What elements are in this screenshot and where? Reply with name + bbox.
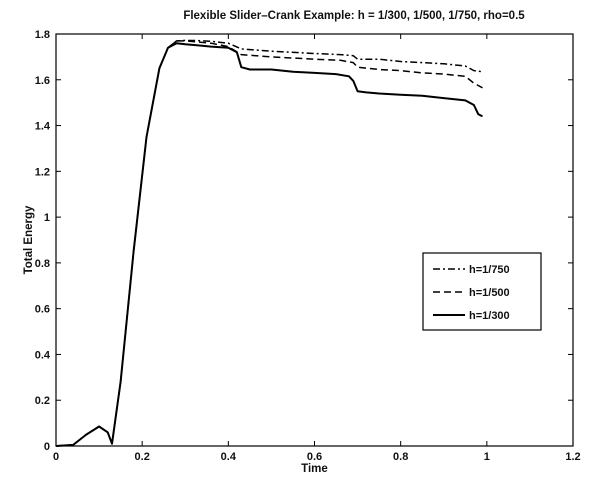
legend-label: h=1/300 <box>469 310 510 322</box>
legend: h=1/750 h=1/500 h=1/300 <box>422 252 542 331</box>
y-tick-label: 0.2 <box>35 395 50 407</box>
axis-ticks: 0 0.2 0.4 0.6 0.8 1 1.2 0 0.2 0.4 0.6 0.8 1 1.2 1.4 1.6… <box>35 29 581 463</box>
y-tick-label: 1.4 <box>35 121 51 133</box>
y-axis-label: Total Energy <box>23 205 35 274</box>
y-tick-label: 0 <box>44 441 50 453</box>
axes-frame <box>55 33 574 447</box>
y-tick-label: 1.8 <box>35 29 50 41</box>
legend-label: h=1/500 <box>469 287 510 299</box>
y-tick-label: 0.8 <box>35 258 50 270</box>
y-tick-label: 1.6 <box>35 75 50 87</box>
legend-label: h=1/750 <box>469 264 510 276</box>
x-tick-label: 0.8 <box>393 451 408 463</box>
x-tick-label: 1 <box>484 451 490 463</box>
y-tick-label: 0.6 <box>35 304 50 316</box>
y-tick-label: 1 <box>44 212 50 224</box>
series-lines <box>55 39 483 447</box>
y-tick-label: 0.4 <box>35 349 51 361</box>
series-line-h1300 <box>55 42 483 447</box>
x-tick-label: 0.4 <box>221 451 237 463</box>
x-tick-label: 0.2 <box>135 451 150 463</box>
chart-title: Flexible Slider–Crank Example: h = 1/300… <box>183 10 525 22</box>
legend-box <box>422 252 542 331</box>
x-axis-label: Time <box>301 463 328 475</box>
x-tick-label: 0.6 <box>307 451 322 463</box>
x-tick-label: 0 <box>53 451 59 463</box>
x-tick-label: 1.2 <box>565 451 580 463</box>
y-tick-label: 1.2 <box>35 166 50 178</box>
